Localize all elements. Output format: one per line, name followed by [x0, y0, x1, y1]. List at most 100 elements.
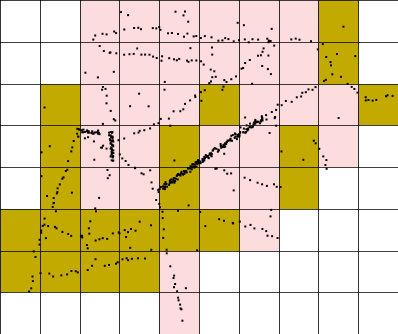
gps-point: [52, 201, 55, 204]
gps-point: [180, 172, 183, 175]
gps-point: [204, 156, 207, 159]
gps-point: [232, 189, 235, 192]
gps-point: [172, 277, 175, 279]
gps-point: [168, 182, 171, 185]
gps-point: [92, 132, 95, 135]
gps-point: [232, 40, 235, 43]
pink-cell: [199, 0, 239, 42]
gps-point: [105, 147, 108, 150]
pink-cell: [159, 292, 199, 334]
gps-point: [202, 160, 205, 163]
gps-point: [133, 132, 136, 135]
gps-point: [275, 185, 278, 188]
gps-point: [191, 163, 194, 166]
gps-point: [217, 148, 220, 151]
gps-point: [155, 199, 158, 201]
gps-point: [258, 122, 261, 125]
gps-point: [245, 124, 248, 127]
gps-point: [290, 100, 293, 103]
gps-point: [197, 162, 200, 164]
gps-point: [101, 122, 104, 125]
gps-point: [177, 296, 180, 299]
gps-point: [160, 59, 163, 62]
gps-point: [230, 134, 233, 137]
gps-point: [247, 41, 250, 44]
gps-point: [43, 217, 46, 220]
gps-point: [115, 262, 117, 265]
gps-point: [238, 220, 241, 223]
gps-point: [39, 272, 42, 275]
gps-point: [173, 181, 176, 184]
gps-point: [209, 68, 212, 71]
gps-point: [118, 232, 121, 235]
gps-point: [195, 165, 198, 168]
gps-point: [252, 124, 254, 127]
gps-point: [105, 102, 108, 105]
gps-point: [195, 59, 198, 62]
gps-point: [265, 184, 268, 187]
gps-point: [40, 151, 43, 154]
gps-point: [40, 231, 43, 234]
gps-point: [177, 173, 179, 175]
gps-point: [190, 59, 193, 62]
gps-point: [84, 130, 86, 133]
gps-point: [254, 118, 257, 121]
olive-cell: [0, 209, 40, 251]
pink-cell: [239, 84, 279, 125]
gps-point: [177, 299, 180, 302]
gps-point: [138, 92, 141, 95]
gps-point: [312, 139, 315, 142]
olive-cell: [199, 209, 239, 251]
gps-point: [166, 185, 168, 188]
gps-point: [149, 127, 152, 130]
gps-point: [151, 187, 154, 190]
gps-point: [70, 234, 73, 237]
gps-point: [314, 86, 317, 89]
gps-point: [110, 153, 113, 156]
gps-point: [223, 169, 226, 172]
gps-point: [161, 210, 164, 213]
gps-point: [260, 115, 263, 118]
gps-point: [354, 55, 357, 58]
gps-point: [85, 244, 88, 246]
gps-point: [391, 94, 394, 97]
gps-point: [176, 178, 179, 181]
gps-point: [104, 87, 107, 90]
gps-point: [110, 131, 113, 134]
gps-point: [87, 130, 90, 133]
gps-point: [150, 248, 153, 251]
gps-point: [94, 258, 97, 261]
gps-point: [169, 124, 172, 127]
gps-point: [325, 56, 328, 58]
gps-point: [157, 122, 160, 125]
gps-point: [184, 10, 186, 13]
gps-point: [170, 181, 173, 184]
gps-point: [294, 37, 297, 40]
olive-cell: [318, 0, 358, 42]
gps-point: [185, 171, 188, 174]
gps-point: [238, 39, 240, 42]
gps-point: [168, 180, 171, 182]
gps-point: [192, 35, 195, 38]
gps-point: [202, 63, 205, 66]
gps-point: [261, 117, 264, 120]
gps-point: [204, 225, 207, 228]
gps-point: [194, 94, 197, 97]
gps-point: [168, 57, 171, 60]
gps-point: [325, 167, 328, 170]
gps-point: [219, 143, 222, 145]
pink-cell: [279, 0, 318, 42]
gps-point: [123, 53, 126, 56]
gps-point: [340, 75, 342, 78]
gps-point: [89, 220, 92, 223]
olive-cell: [318, 42, 358, 84]
gps-point: [32, 250, 35, 253]
gps-point: [94, 207, 97, 210]
gps-point: [318, 147, 321, 150]
gps-point: [187, 204, 190, 207]
gps-point: [44, 237, 47, 240]
gps-point: [111, 137, 114, 140]
gps-point: [178, 173, 181, 176]
gps-point: [254, 122, 257, 125]
gps-point: [125, 236, 128, 238]
